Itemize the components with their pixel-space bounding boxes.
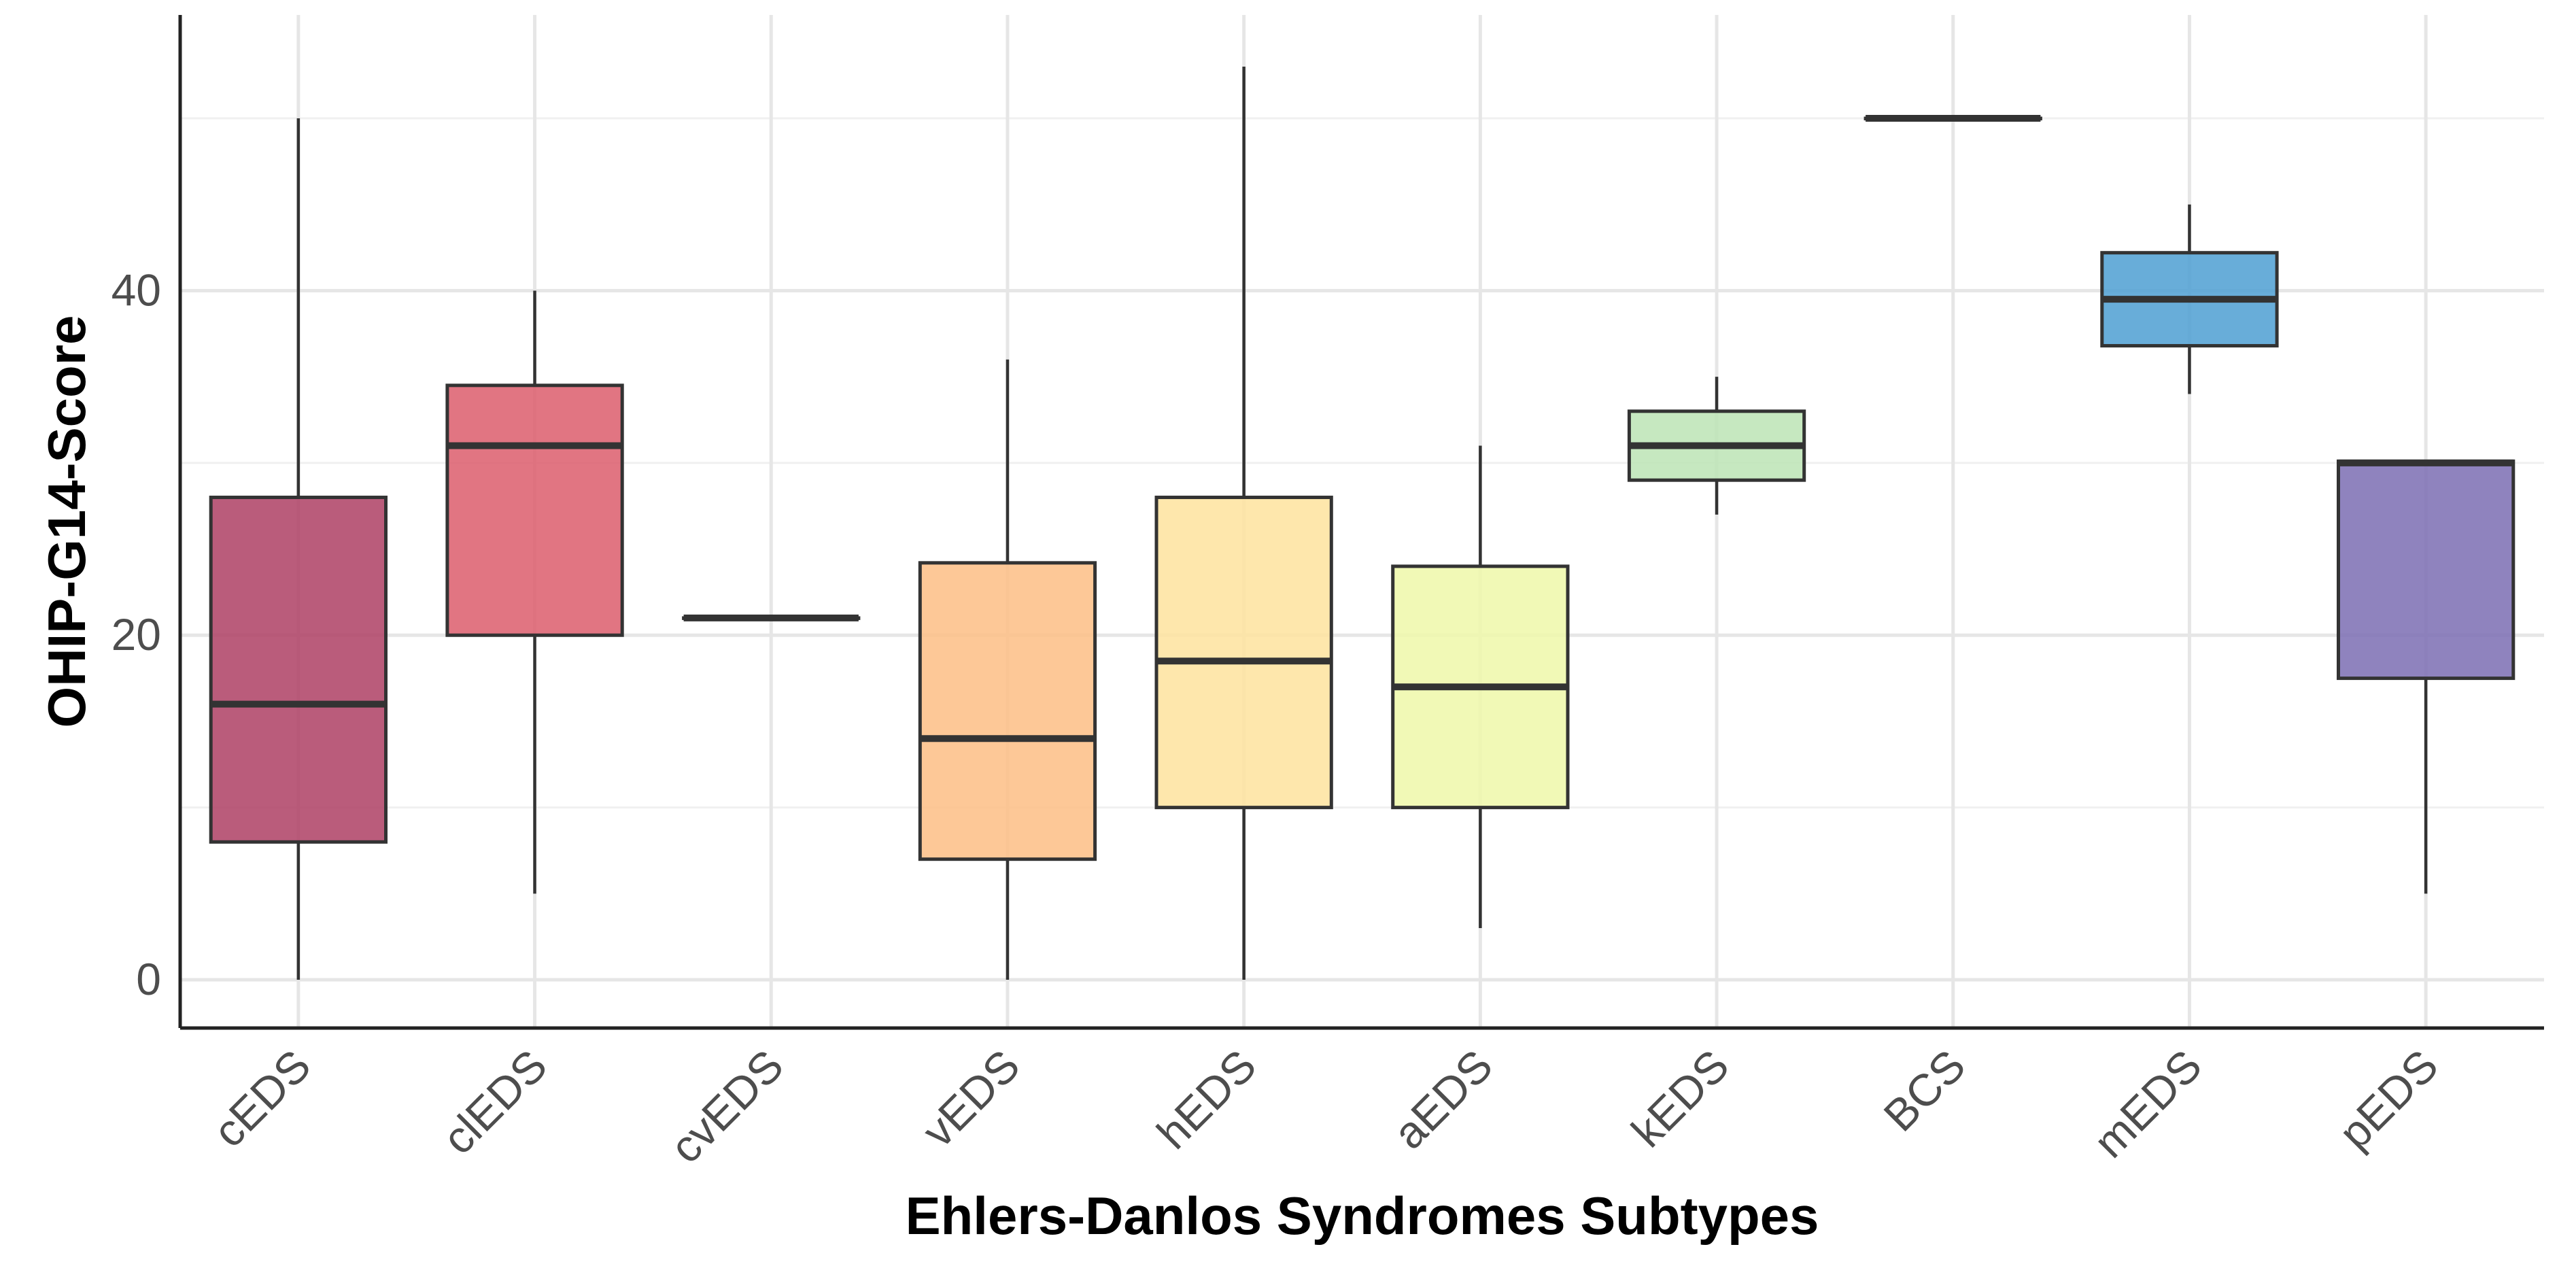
box-rect — [1154, 496, 1333, 810]
box-rect — [2337, 459, 2515, 681]
boxes — [209, 67, 2515, 980]
box-cEDS — [209, 118, 388, 980]
y-axis-title: OHIP-G14-Score — [37, 315, 97, 728]
x-tick-label-mEDS: mEDS — [2084, 1040, 2211, 1167]
x-tick-label-kEDS: kEDS — [1621, 1040, 1738, 1157]
x-tick-label-aEDS: aEDS — [1384, 1040, 1502, 1159]
x-tick-label-hEDS: hEDS — [1147, 1040, 1265, 1159]
y-tick-labels: 0 20 40 — [111, 264, 161, 1004]
box-rect — [918, 561, 1097, 861]
x-tick-label-BCS: BCS — [1874, 1040, 1974, 1141]
box-pEDS — [2337, 459, 2515, 894]
box-cvEDS — [682, 614, 861, 621]
x-tick-label-clEDS: clEDS — [432, 1040, 556, 1164]
y-tick-label: 20 — [111, 609, 161, 660]
box-vEDS — [918, 359, 1097, 980]
x-tick-label-pEDS: pEDS — [2329, 1040, 2448, 1159]
box-rect — [445, 383, 624, 637]
x-axis-title: Ehlers-Danlos Syndromes Subtypes — [906, 1186, 1819, 1246]
box-BCS — [1864, 115, 2042, 122]
y-tick-label: 0 — [136, 954, 161, 1004]
box-hEDS — [1154, 67, 1333, 980]
y-tick-label: 40 — [111, 264, 161, 315]
x-tick-label-vEDS: vEDS — [912, 1040, 1029, 1157]
box-kEDS — [1627, 377, 1806, 515]
box-aEDS — [1391, 445, 1570, 929]
x-tick-label-cvEDS: cvEDS — [660, 1040, 793, 1173]
x-tick-label-cEDS: cEDS — [203, 1040, 320, 1157]
x-tick-labels: cEDS clEDS cvEDS vEDS hEDS aEDS kEDS BCS mEDS pED… — [203, 1040, 2448, 1173]
box-mEDS — [2100, 204, 2279, 394]
box-rect — [209, 496, 388, 844]
box-clEDS — [445, 290, 624, 894]
